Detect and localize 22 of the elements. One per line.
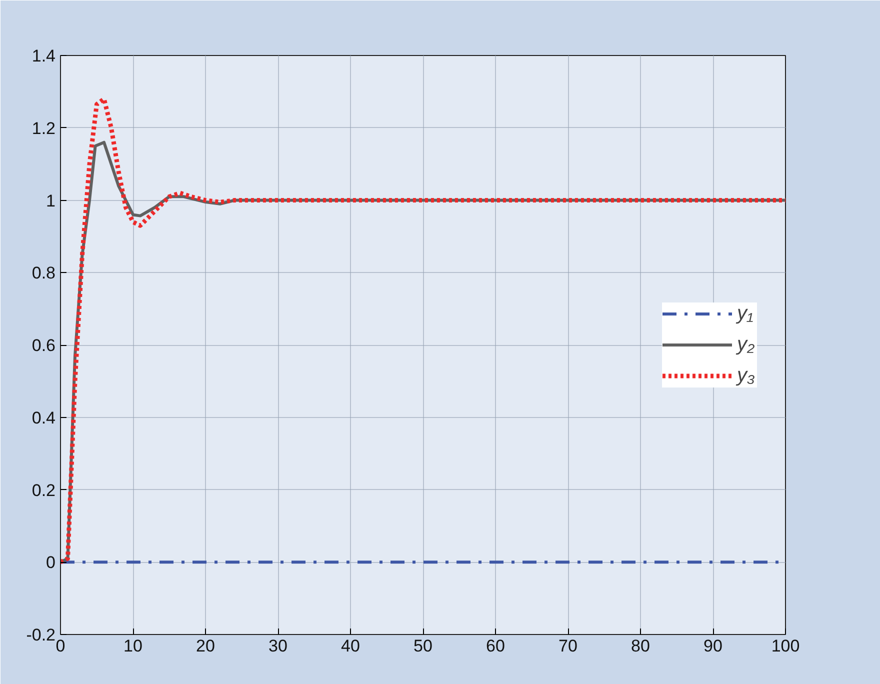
legend-label: y₁ xyxy=(737,302,754,325)
y-tick-label: 1.4 xyxy=(32,46,56,66)
legend-label: y₃ xyxy=(737,364,756,387)
y-tick-label: 1 xyxy=(46,191,56,210)
x-tick-label: 50 xyxy=(414,636,432,656)
x-tick-label: 70 xyxy=(558,636,578,656)
y-tick-label: 0.4 xyxy=(32,408,56,428)
y-tick-label: 0.6 xyxy=(32,336,56,355)
y-tick-label: 0.2 xyxy=(32,480,56,500)
legend-label: y₂ xyxy=(737,333,756,356)
x-tick-label: 40 xyxy=(341,636,360,656)
x-tick-label: 90 xyxy=(704,636,722,656)
x-tick-label: 60 xyxy=(486,636,505,656)
x-tick-label: 80 xyxy=(631,636,650,656)
x-tick-label: 20 xyxy=(196,636,215,656)
y-tick-label: 1.2 xyxy=(32,118,56,138)
y-tick-label: 0 xyxy=(46,553,56,572)
x-tick-label: 30 xyxy=(268,636,288,656)
x-tick-label: 10 xyxy=(124,636,142,656)
y-tick-label: -0.2 xyxy=(26,626,56,644)
y-tick-label: 0.8 xyxy=(32,264,56,283)
x-tick-label: 100 xyxy=(771,636,800,656)
